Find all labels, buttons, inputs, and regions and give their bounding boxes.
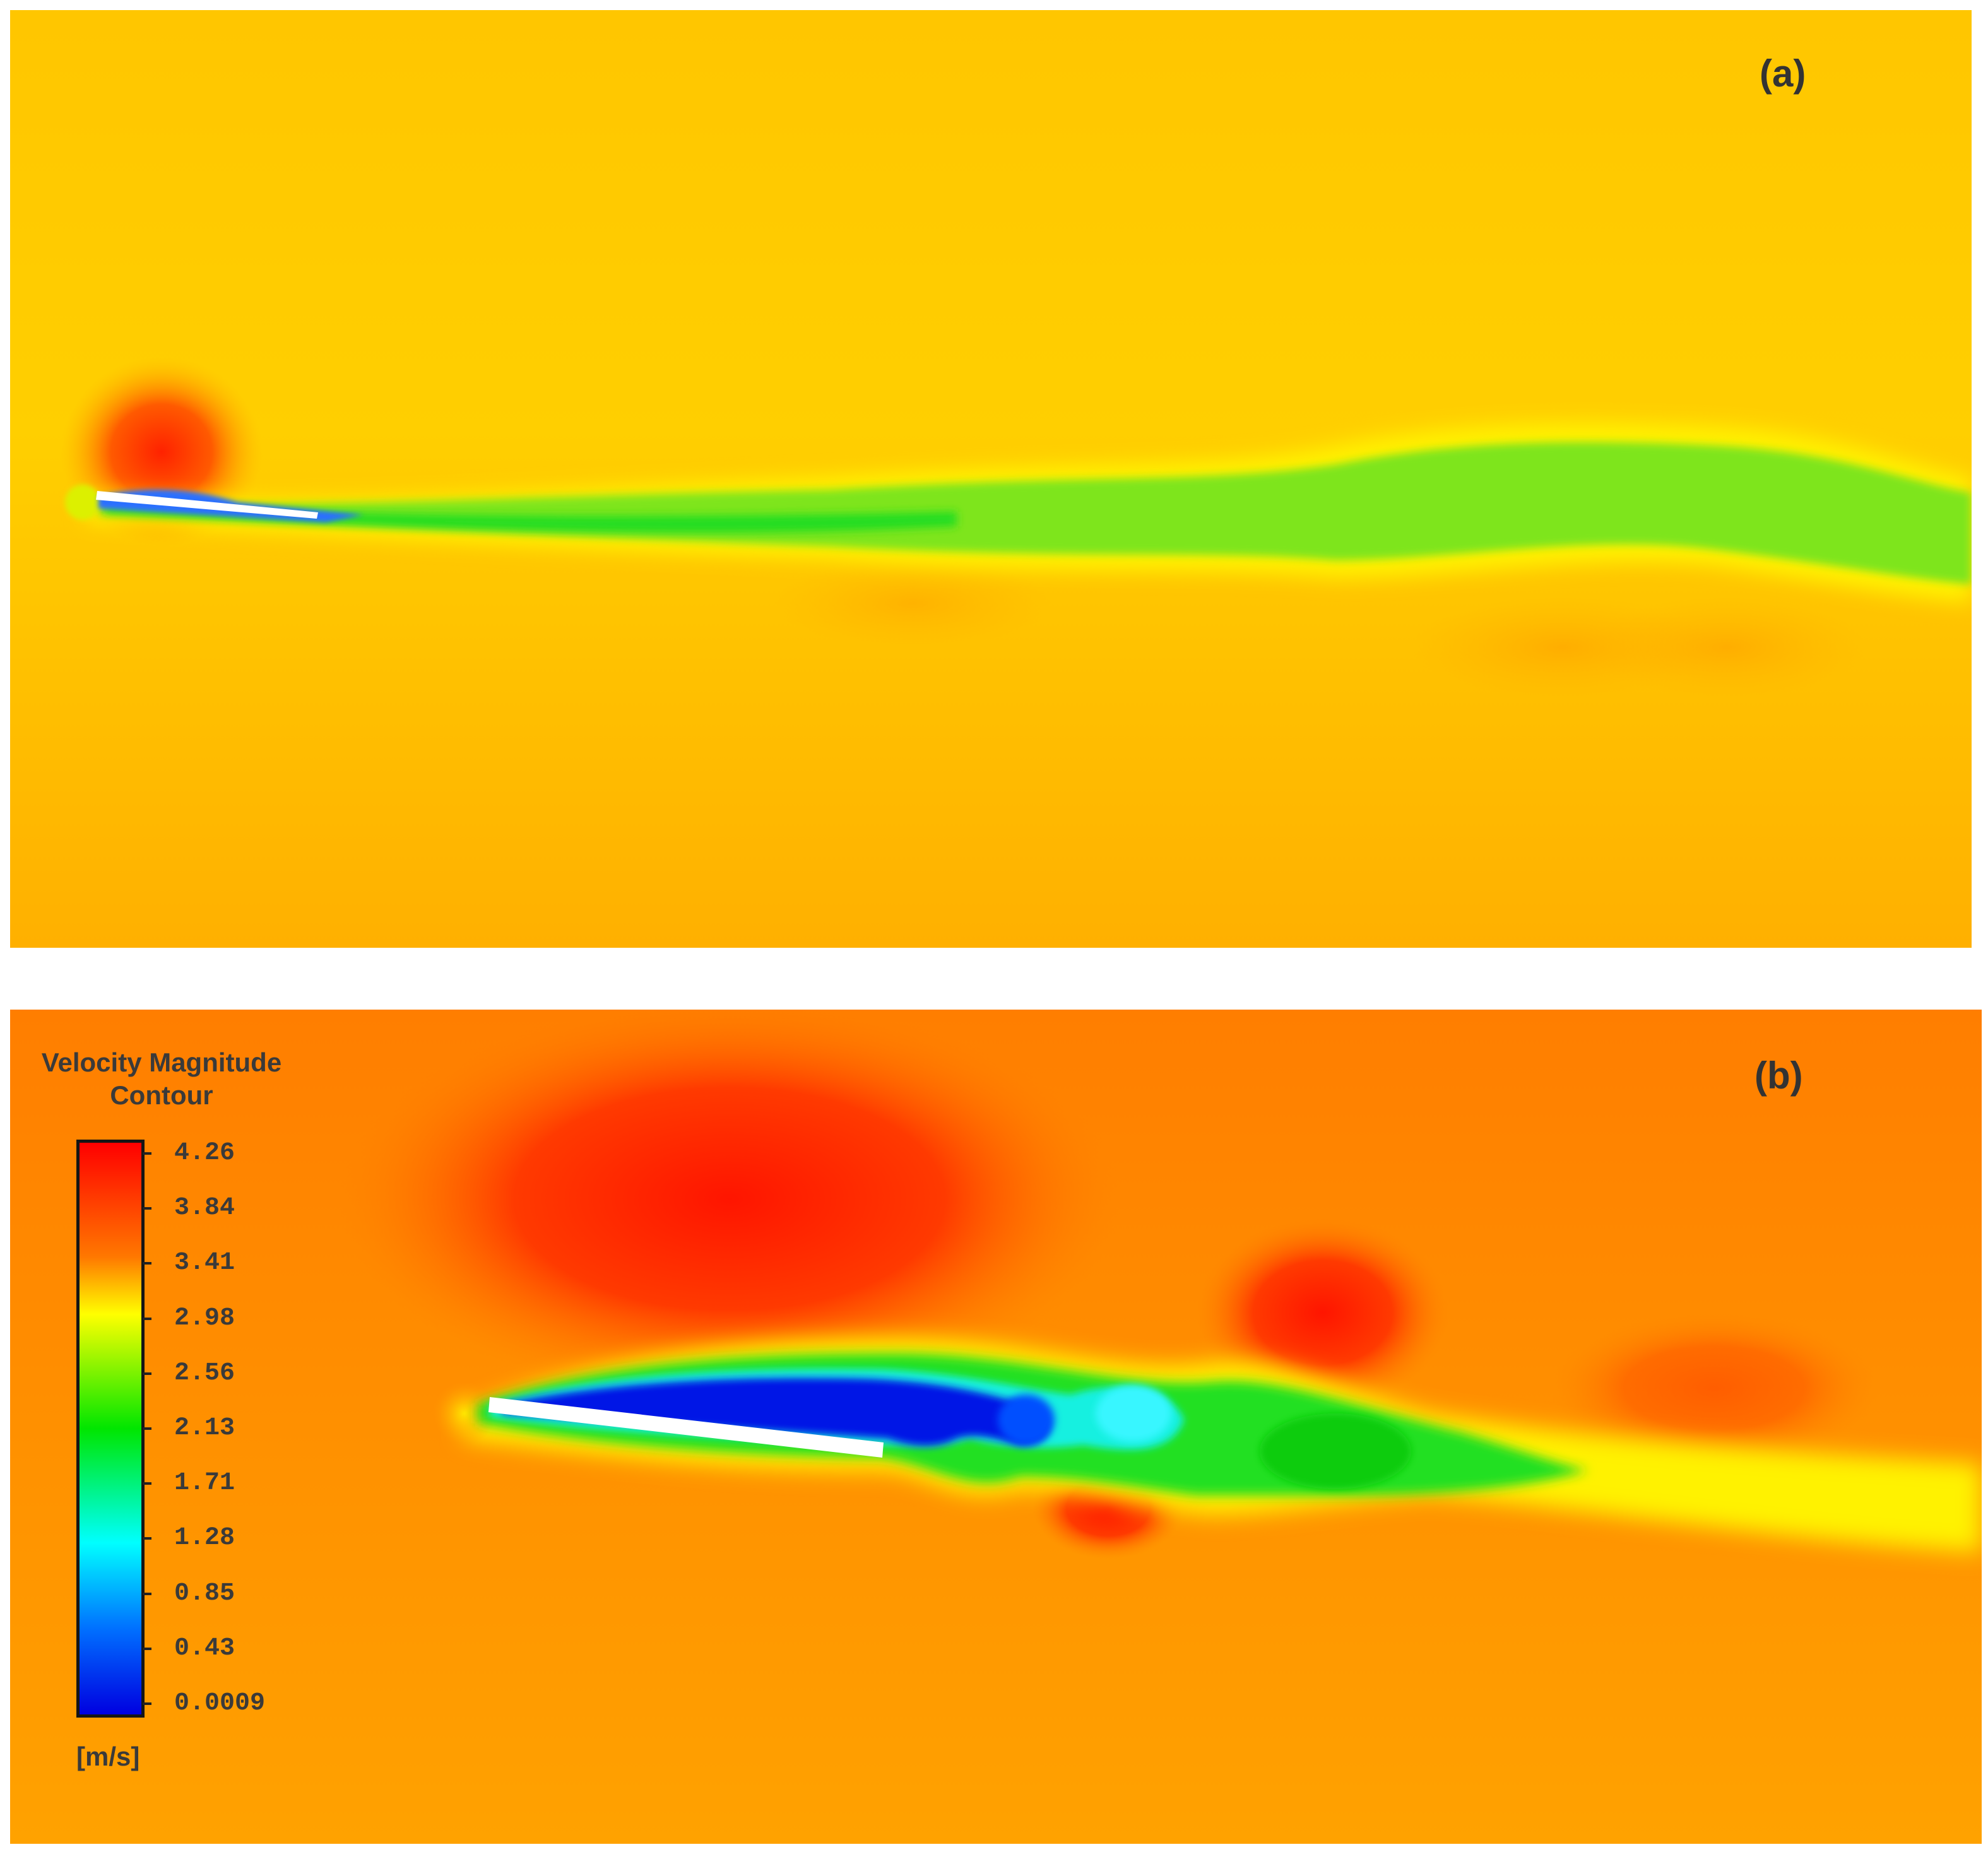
legend-tick: 1.71 (143, 1469, 313, 1498)
legend-tick-label: 2.13 (174, 1414, 235, 1442)
legend-tick-label: 2.56 (174, 1359, 235, 1388)
legend-title-line1: Velocity Magnitude (41, 1047, 282, 1077)
contour-panel-b: (b) Velocity Magnitude Contour 4.26 3.84 (10, 1010, 1982, 1844)
legend-title: Velocity Magnitude Contour (16, 1046, 307, 1112)
legend-tick-label: 0.43 (174, 1634, 235, 1663)
legend-tick: 4.26 (143, 1139, 313, 1167)
legend-tick-label: 3.41 (174, 1249, 235, 1278)
legend-tick: 0.43 (143, 1634, 313, 1663)
legend-tick: 2.56 (143, 1359, 313, 1388)
legend-tick: 3.41 (143, 1249, 313, 1278)
legend-tick: 0.0009 (143, 1689, 313, 1718)
flat-plate-b (488, 1397, 884, 1458)
legend-title-line2: Contour (110, 1080, 213, 1110)
legend-tick-list: 4.26 3.84 3.41 2.98 2.56 2.13 1.71 1.28 … (143, 1139, 313, 1718)
legend-tick-label: 4.26 (174, 1139, 235, 1167)
color-scale-bar (76, 1140, 145, 1718)
legend-tick: 2.98 (143, 1304, 313, 1333)
legend-tick: 1.28 (143, 1524, 313, 1553)
legend-tick-label: 0.85 (174, 1579, 235, 1608)
legend-tick-label: 3.84 (174, 1194, 235, 1223)
velocity-field-b (10, 1010, 1982, 1844)
legend-tick: 2.13 (143, 1414, 313, 1442)
panel-label-b: (b) (1754, 1054, 1803, 1097)
legend-tick-label: 1.28 (174, 1524, 235, 1553)
legend-unit-label: [m/s] (76, 1742, 140, 1771)
contour-panel-a: (a) (10, 10, 1972, 948)
legend-tick: 3.84 (143, 1194, 313, 1223)
flat-plate-a (96, 491, 318, 519)
legend-tick: 0.85 (143, 1579, 313, 1608)
legend-tick-label: 2.98 (174, 1304, 235, 1333)
panel-label-a: (a) (1760, 52, 1806, 95)
velocity-field-a (10, 10, 1972, 948)
legend-tick-label: 0.0009 (174, 1689, 266, 1718)
legend-tick-label: 1.71 (174, 1469, 235, 1498)
